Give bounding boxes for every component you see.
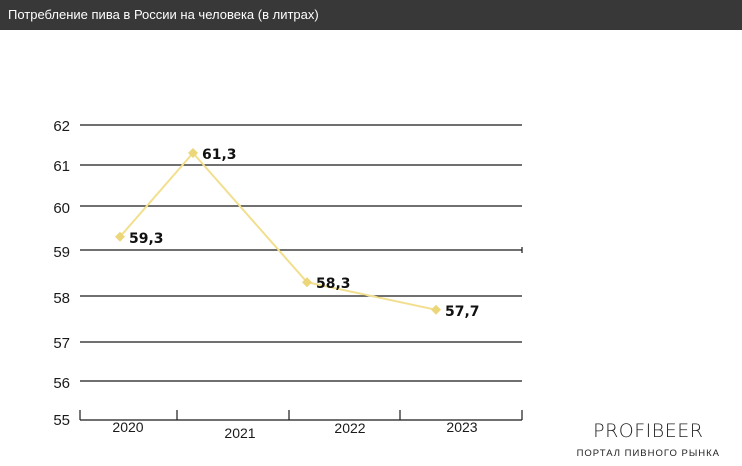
title-bar: Потребление пива в России на человека (в… bbox=[0, 0, 742, 30]
y-tick-label: 58 bbox=[53, 290, 70, 307]
y-tick-label: 62 bbox=[53, 118, 70, 135]
data-label: 58,3 bbox=[316, 276, 351, 292]
y-tick-label: 61 bbox=[53, 158, 70, 175]
y-tick-label: 60 bbox=[53, 200, 70, 217]
x-tick-label: 2021 bbox=[224, 425, 255, 441]
x-tick-label: 2022 bbox=[334, 420, 365, 436]
data-label: 61,3 bbox=[202, 147, 237, 163]
x-tick-label: 2020 bbox=[112, 419, 143, 435]
series-line bbox=[119, 151, 437, 311]
y-tick-label: 59 bbox=[53, 244, 70, 261]
brand-logo: PROFIBEER ПОРТАЛ ПИВНОГО РЫНКА bbox=[577, 420, 720, 459]
y-tick-label: 57 bbox=[53, 335, 70, 352]
data-point bbox=[302, 277, 312, 288]
data-point bbox=[431, 304, 441, 315]
y-tick-label: 56 bbox=[53, 375, 70, 392]
x-tick-label: 2023 bbox=[446, 419, 477, 435]
data-label: 57,7 bbox=[445, 304, 480, 320]
data-point bbox=[115, 231, 125, 242]
brand-name: PROFIBEER bbox=[593, 420, 704, 442]
data-point bbox=[188, 148, 198, 158]
y-tick-label: 55 bbox=[53, 412, 70, 429]
brand-tagline: ПОРТАЛ ПИВНОГО РЫНКА bbox=[576, 448, 720, 459]
data-label: 59,3 bbox=[129, 231, 164, 247]
chart-title: Потребление пива в России на человека (в… bbox=[8, 7, 319, 22]
